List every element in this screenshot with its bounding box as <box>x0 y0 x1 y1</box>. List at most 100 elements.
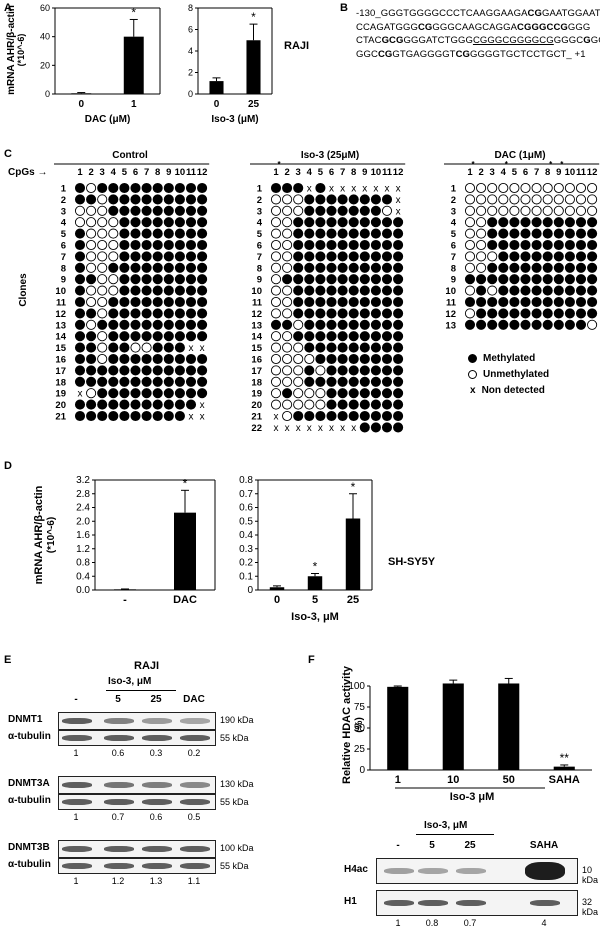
clone-number: 19 <box>251 389 262 400</box>
cpg-methylated <box>587 308 598 319</box>
cpg-methylated <box>293 217 304 228</box>
cpg-nondetected: x <box>189 343 194 354</box>
cpg-methylated <box>185 228 197 239</box>
cpg-methylated <box>326 388 337 399</box>
cpg-nondetected: x <box>362 184 367 195</box>
cpg-methylated <box>197 319 208 330</box>
cpg-methylated <box>74 194 86 205</box>
cpg-methylated <box>163 228 174 239</box>
cpg-methylated <box>152 388 163 399</box>
blot-band <box>62 799 92 805</box>
cpg-methylated <box>520 296 531 308</box>
cpg-methylated <box>174 365 185 376</box>
cpg-methylated <box>315 331 326 342</box>
clone-number: 9 <box>61 275 66 286</box>
cpg-methylated <box>337 365 348 376</box>
cpg-number: 11 <box>382 167 393 178</box>
x-tick-label: 25 <box>347 594 359 606</box>
cpg-methylated <box>152 308 163 319</box>
cpg-methylated <box>152 239 163 251</box>
cpg-methylated <box>370 239 381 251</box>
x-tick-label: 0 <box>214 99 220 110</box>
cpg-methylated <box>326 228 337 239</box>
cpg-methylated <box>197 274 208 285</box>
cpg-unmethylated <box>282 285 293 296</box>
cpg-methylated <box>293 228 304 239</box>
cpg-methylated <box>381 194 393 205</box>
y-axis-label: Relative HDAC activity <box>341 665 353 784</box>
cpg-unmethylated <box>282 365 293 376</box>
cpg-methylated <box>174 217 185 228</box>
y-tick-label: 0.4 <box>239 530 253 541</box>
cpg-methylated <box>152 342 163 353</box>
cpg-methylated <box>270 182 282 194</box>
cpg-methylated <box>509 308 520 319</box>
clone-number: 12 <box>445 309 456 320</box>
cpg-methylated <box>86 331 97 342</box>
cpg-methylated <box>381 342 393 353</box>
cpg-methylated <box>381 376 393 387</box>
cpg-unmethylated <box>464 228 476 239</box>
clone-number: 8 <box>257 263 262 274</box>
cpg-nondetected: x <box>351 184 356 195</box>
cpg-unmethylated <box>270 365 282 376</box>
x-tick-label: 0 <box>274 594 280 606</box>
clone-number: 8 <box>451 263 456 274</box>
y-tick-label: 3.2 <box>76 475 90 486</box>
clone-number: 11 <box>252 298 263 309</box>
cpg-methylated <box>315 376 326 387</box>
a-cell-line-label: RAJI <box>284 40 310 52</box>
cpg-methylated <box>97 399 108 410</box>
cpg-methylated <box>304 296 315 308</box>
clone-number: 7 <box>257 252 262 263</box>
clone-number: 4 <box>61 218 67 229</box>
y-axis-label: mRNA AHR/β-actin <box>6 5 17 95</box>
e-density-value: 0.5 <box>187 812 201 822</box>
cpg-methylated <box>393 422 404 433</box>
cpg-methylated <box>498 239 509 251</box>
cpg-number: 2 <box>478 167 483 178</box>
cpg-methylated <box>74 376 86 387</box>
cpg-methylated <box>119 228 130 239</box>
y-tick-label: 1.6 <box>76 530 90 541</box>
cpg-methylated <box>108 365 119 376</box>
cpg-methylated <box>315 308 326 319</box>
cpg-methylated <box>564 319 575 330</box>
clone-number: 10 <box>55 286 66 297</box>
cpg-methylated <box>348 331 359 342</box>
blot-band <box>104 735 134 741</box>
cpg-methylated <box>370 217 381 228</box>
cpg-methylated <box>348 239 359 251</box>
cpg-unmethylated <box>270 205 282 216</box>
cpg-methylated <box>520 228 531 239</box>
clone-number: 6 <box>451 241 456 252</box>
cpg-unmethylated <box>304 388 315 399</box>
cpg-unmethylated <box>587 205 598 216</box>
cpg-unmethylated <box>97 205 108 216</box>
cpg-methylated <box>553 239 564 251</box>
cpg-methylated <box>130 410 141 422</box>
cpg-methylated <box>542 251 553 262</box>
x-tick-label: 1 <box>131 99 137 110</box>
clone-number: 18 <box>55 377 66 388</box>
cpg-unmethylated <box>282 399 293 410</box>
cpg-unmethylated <box>97 353 108 365</box>
cpg-methylated <box>553 217 564 228</box>
cpg-methylated <box>293 285 304 296</box>
cpg-nondetected: x <box>200 412 205 423</box>
cpg-methylated <box>315 239 326 251</box>
cpg-unmethylated <box>304 399 315 410</box>
blot-band <box>142 799 172 805</box>
y-tick-label: 1.2 <box>76 544 90 555</box>
cpg-methylated <box>97 388 108 399</box>
cpg-unmethylated <box>542 205 553 216</box>
cpg-methylated <box>270 319 282 330</box>
cpg-methylated <box>74 342 86 353</box>
cpg-methylated <box>86 274 97 285</box>
cpg-methylated <box>337 376 348 387</box>
cpg-methylated <box>304 342 315 353</box>
cpg-methylated <box>185 353 197 365</box>
cpg-methylated <box>370 376 381 387</box>
cpg-unmethylated <box>464 251 476 262</box>
cpg-methylated <box>185 205 197 216</box>
